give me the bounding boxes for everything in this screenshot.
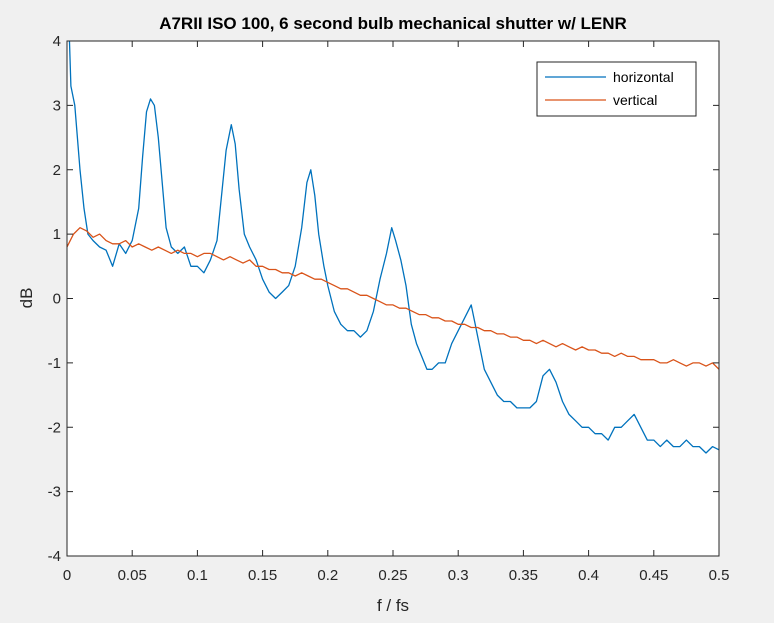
plot-area <box>67 41 719 556</box>
y-tick-label: -1 <box>48 355 61 372</box>
x-axis-label: f / fs <box>377 596 409 615</box>
series-line-vertical <box>67 227 719 370</box>
x-tick-label: 0.2 <box>317 567 338 584</box>
x-tick-label: 0.35 <box>509 567 538 584</box>
series-group <box>67 41 719 454</box>
y-tick-label: 1 <box>53 226 61 243</box>
y-tick-label: 0 <box>53 291 61 308</box>
legend-label-vertical: vertical <box>613 92 657 108</box>
x-tick-label: 0.25 <box>378 567 407 584</box>
x-tick-label: 0.4 <box>578 567 599 584</box>
axes-box <box>66 40 720 557</box>
x-tick-label: 0.1 <box>187 567 208 584</box>
x-tick-label: 0.15 <box>248 567 277 584</box>
y-tick-label: -3 <box>48 484 61 501</box>
chart-title: A7RII ISO 100, 6 second bulb mechanical … <box>159 14 627 33</box>
y-tick-label: -2 <box>48 419 61 436</box>
x-tick-label: 0.05 <box>118 567 147 584</box>
y-axis-label: dB <box>17 288 36 309</box>
x-tick-label: 0.5 <box>709 567 730 584</box>
series-line-horizontal <box>68 41 719 454</box>
legend: horizontal vertical <box>536 61 697 117</box>
y-tick-label: 4 <box>53 33 61 50</box>
legend-box <box>536 61 697 117</box>
y-tick-label: -4 <box>48 548 61 565</box>
y-tick-label: 2 <box>53 162 61 179</box>
tick-group: 0 0.05 0.1 0.15 0.2 0.25 0.3 0.35 0.4 0.45 0.5 4 3 2 1… <box>48 33 730 584</box>
y-tick-label: 3 <box>53 97 61 114</box>
x-tick-label: 0.3 <box>448 567 469 584</box>
x-tick-label: 0 <box>63 567 71 584</box>
legend-label-horizontal: horizontal <box>613 69 674 85</box>
x-tick-label: 0.45 <box>639 567 668 584</box>
